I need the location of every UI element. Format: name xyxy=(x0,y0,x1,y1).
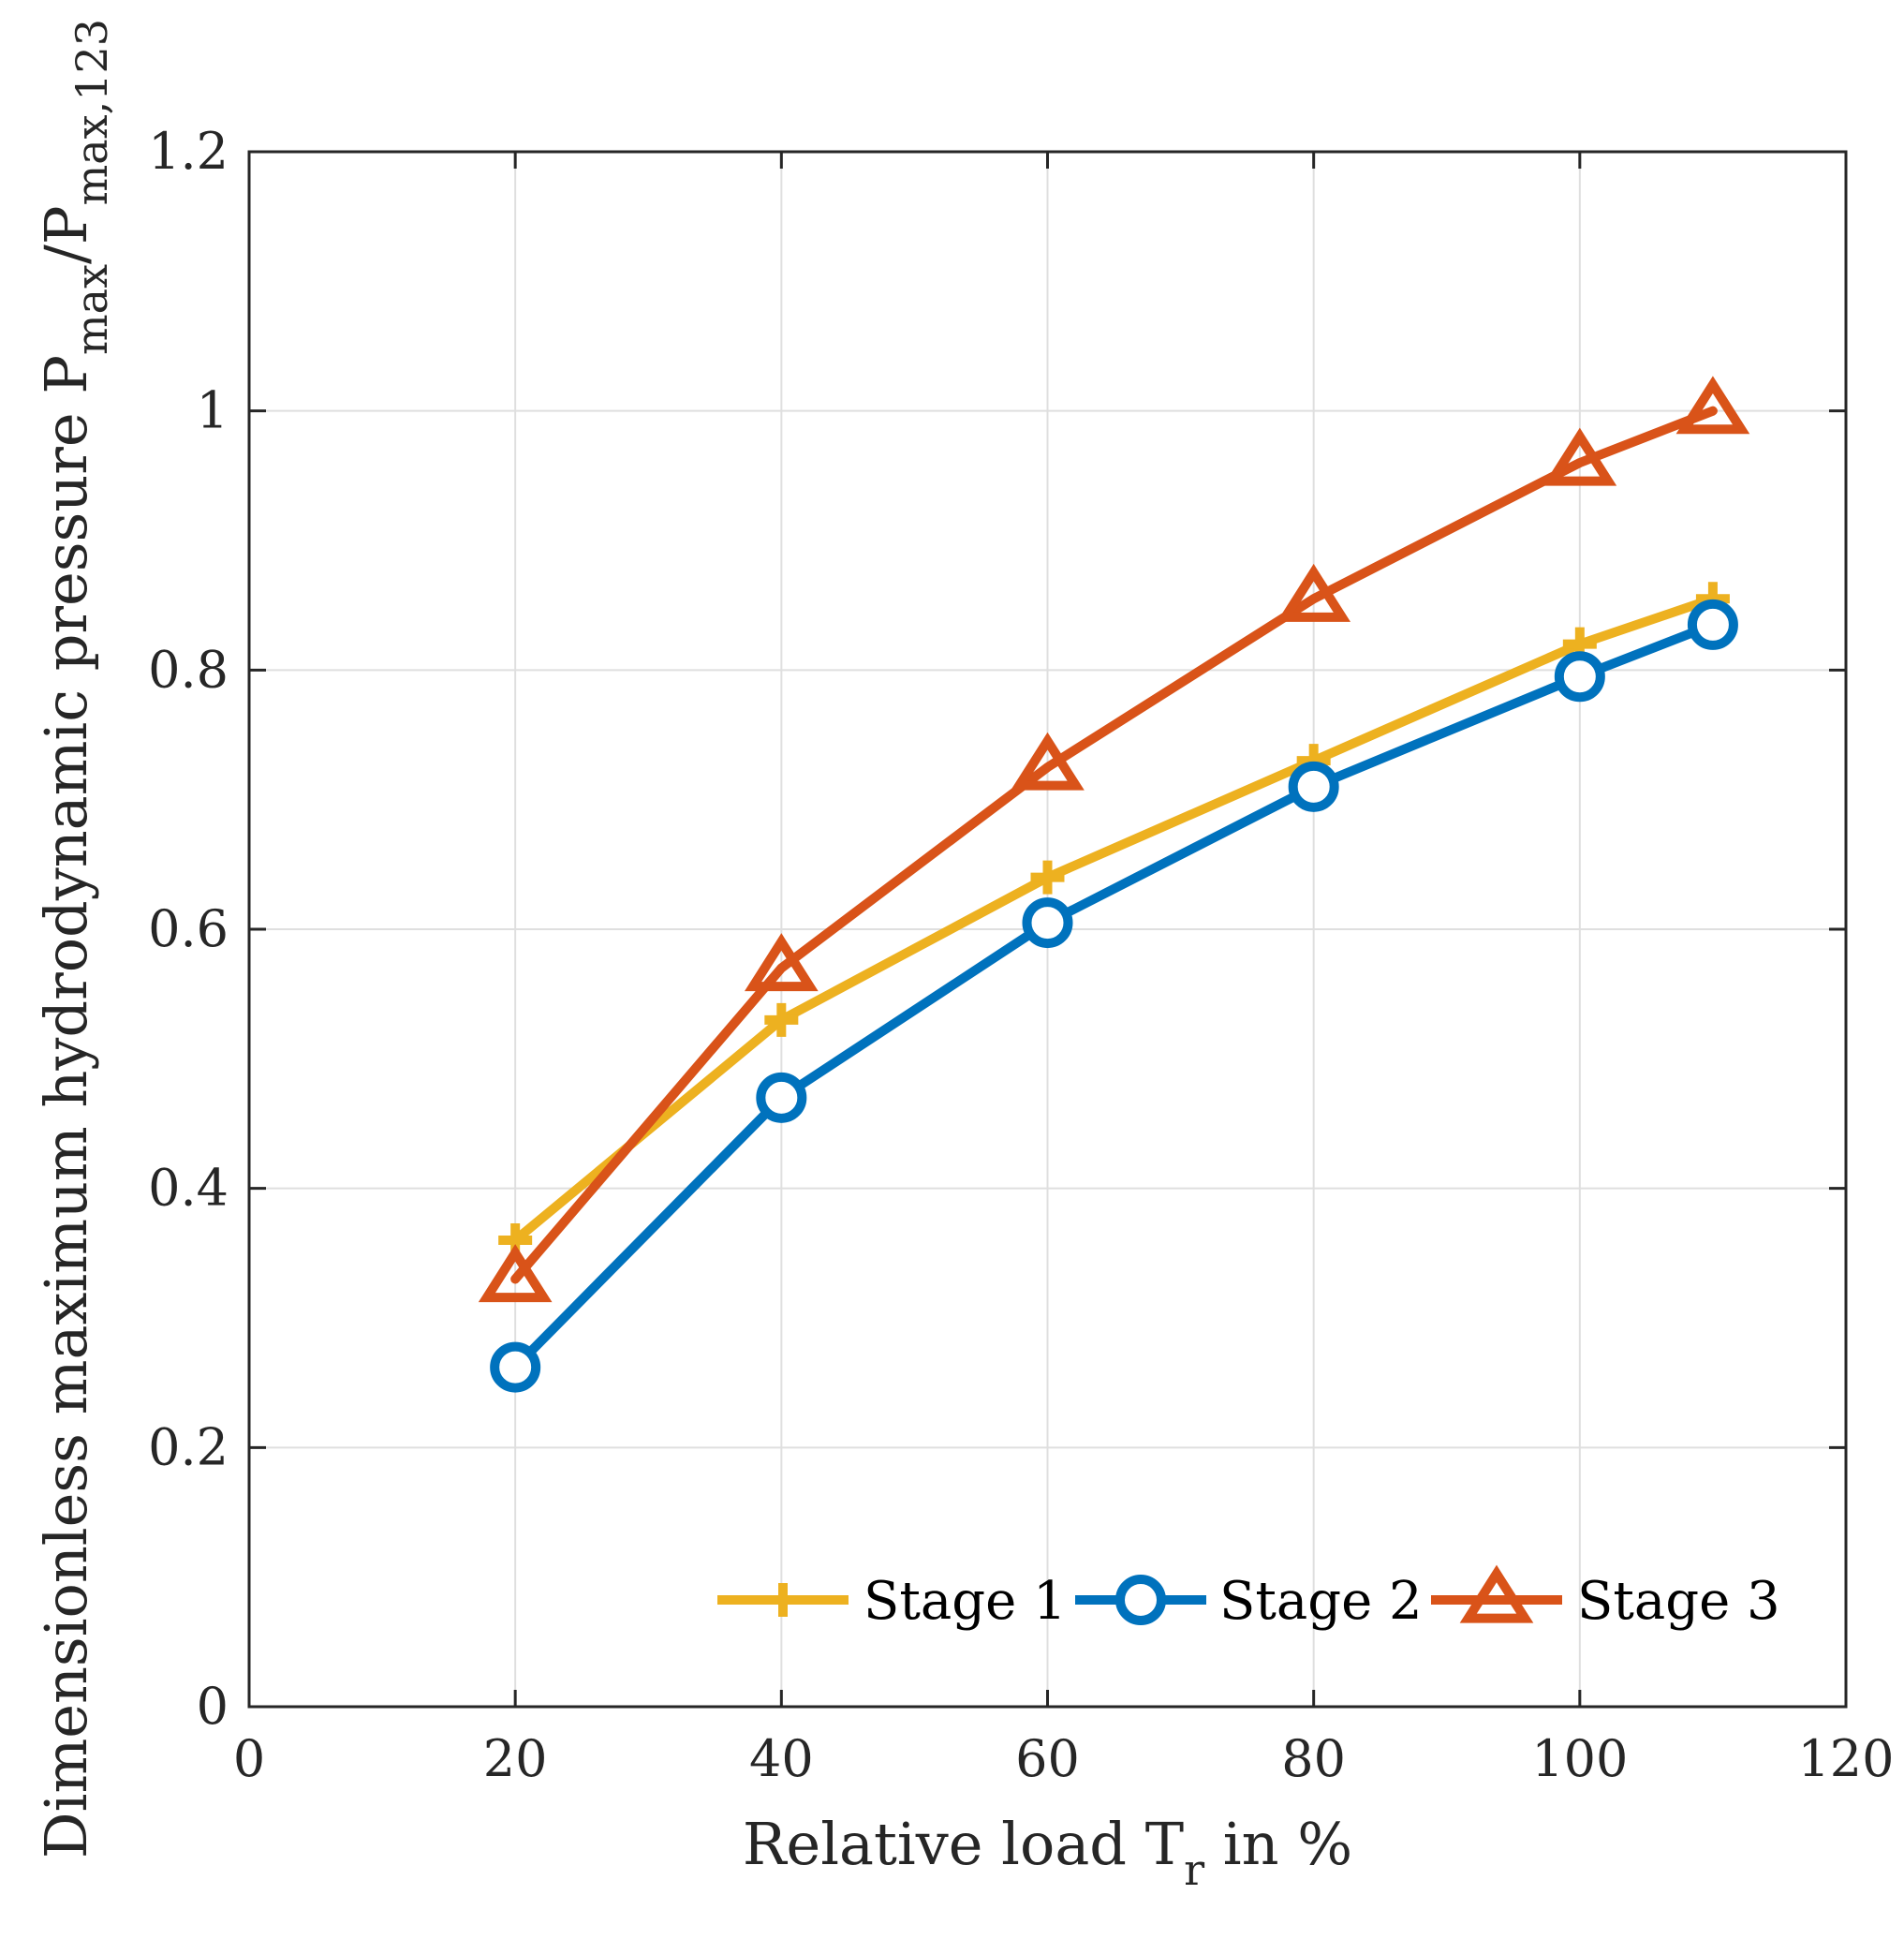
series-3-point xyxy=(1011,732,1085,791)
legend: Stage 1 Stage 2 Stage 3 xyxy=(717,1564,1780,1632)
series-2 xyxy=(490,599,1738,1393)
series-2-line xyxy=(510,619,1718,1372)
x-axis-label-main: Relative load T xyxy=(743,1810,1184,1878)
tick-labels: 0 20 40 60 80 100 120 0 0.2 0.4 0.6 0.8 1 1.2 xyxy=(148,122,1894,1788)
legend-entry-3: Stage 3 xyxy=(1431,1564,1780,1632)
series-1-point xyxy=(764,1002,799,1037)
series-3-point xyxy=(1542,427,1617,486)
series-2-point xyxy=(490,1341,541,1393)
series-1-point xyxy=(1030,860,1065,895)
x-tick-label: 0 xyxy=(233,1729,265,1788)
series-3 xyxy=(478,376,1750,1303)
y-tick-label: 0.4 xyxy=(148,1159,229,1218)
series-2-point xyxy=(1022,897,1073,949)
y-axis-label-main: Dimensionless maximum hydrodynamic press… xyxy=(32,355,100,1858)
x-tick-label: 100 xyxy=(1531,1729,1628,1788)
x-tick-label: 20 xyxy=(483,1729,548,1788)
legend-label: Stage 1 xyxy=(863,1571,1067,1632)
legend-label: Stage 3 xyxy=(1577,1571,1780,1632)
y-tick-label: 1 xyxy=(197,381,229,440)
y-tick-label: 0.2 xyxy=(148,1417,229,1476)
x-tick-label: 40 xyxy=(749,1729,814,1788)
series-layer xyxy=(478,376,1750,1393)
y-axis-label-sub2: max,123 xyxy=(66,19,117,205)
series-2-point xyxy=(1288,761,1339,812)
legend-entry-2: Stage 2 xyxy=(1075,1571,1423,1632)
y-axis-label-sub1: max xyxy=(66,264,117,355)
series-3-line xyxy=(510,406,1718,1284)
series-2-point xyxy=(1554,651,1605,703)
series-3-point xyxy=(1675,376,1750,435)
grid-lines xyxy=(249,152,1846,1707)
y-tick-label: 0.6 xyxy=(148,899,229,958)
x-tick-label: 80 xyxy=(1281,1729,1346,1788)
x-axis-label-tail: in % xyxy=(1204,1810,1352,1878)
series-2-point xyxy=(1687,599,1738,650)
y-tick-label: 0.8 xyxy=(148,640,229,699)
x-axis-label-sub: r xyxy=(1184,1844,1204,1895)
series-2-point xyxy=(756,1072,807,1123)
y-axis-label-mid: /P xyxy=(32,205,100,264)
x-tick-label: 60 xyxy=(1015,1729,1080,1788)
series-3-point xyxy=(744,933,819,992)
legend-marker xyxy=(1459,1564,1534,1623)
y-tick-label: 0 xyxy=(197,1677,229,1736)
series-1 xyxy=(498,582,1730,1257)
x-tick-label: 120 xyxy=(1797,1729,1894,1788)
y-axis-label: Dimensionless maximum hydrodynamic press… xyxy=(32,19,117,1858)
x-axis-label: Relative load Tr in % xyxy=(743,1810,1352,1895)
axis-ticks xyxy=(247,150,1848,1709)
series-1-line xyxy=(510,594,1718,1245)
legend-entry-1: Stage 1 xyxy=(717,1571,1067,1632)
legend-marker xyxy=(1115,1575,1166,1625)
series-3-point xyxy=(1277,563,1351,622)
y-tick-label: 1.2 xyxy=(148,122,229,181)
legend-label: Stage 2 xyxy=(1219,1571,1423,1632)
legend-marker xyxy=(766,1583,800,1617)
series-3-point xyxy=(478,1244,553,1303)
